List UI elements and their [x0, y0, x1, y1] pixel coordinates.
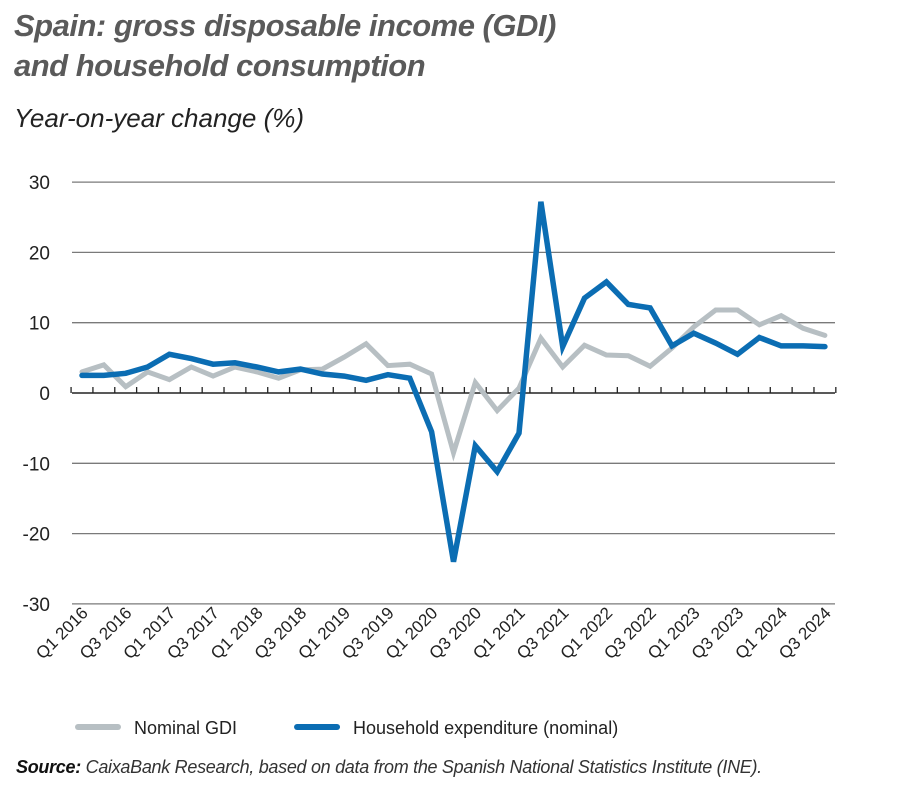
- chart-title: Spain: gross disposable income (GDI) and…: [14, 6, 556, 86]
- y-tick-label: -20: [23, 525, 50, 546]
- source-text: CaixaBank Research, based on data from t…: [85, 757, 763, 777]
- y-tick-label: -30: [23, 595, 50, 616]
- source-note: Source: CaixaBank Research, based on dat…: [16, 757, 762, 778]
- chart-subtitle: Year-on-year change (%): [14, 103, 305, 133]
- y-tick-label: 0: [39, 384, 50, 405]
- y-tick-label: 30: [29, 173, 50, 194]
- series-nominal-gdi-line: [79, 307, 828, 462]
- y-tick-label: 20: [29, 243, 50, 264]
- source-label: Source:: [16, 757, 81, 777]
- legend-label: Nominal GDI: [134, 718, 237, 738]
- y-tick-label: -10: [23, 454, 50, 475]
- legend-label: Household expenditure (nominal): [353, 718, 618, 738]
- chart-title-line-2: and household consumption: [14, 48, 426, 83]
- series-household-expenditure-line: [79, 201, 828, 563]
- chart-title-line-1: Spain: gross disposable income (GDI): [14, 8, 556, 43]
- y-tick-label: 10: [29, 314, 50, 335]
